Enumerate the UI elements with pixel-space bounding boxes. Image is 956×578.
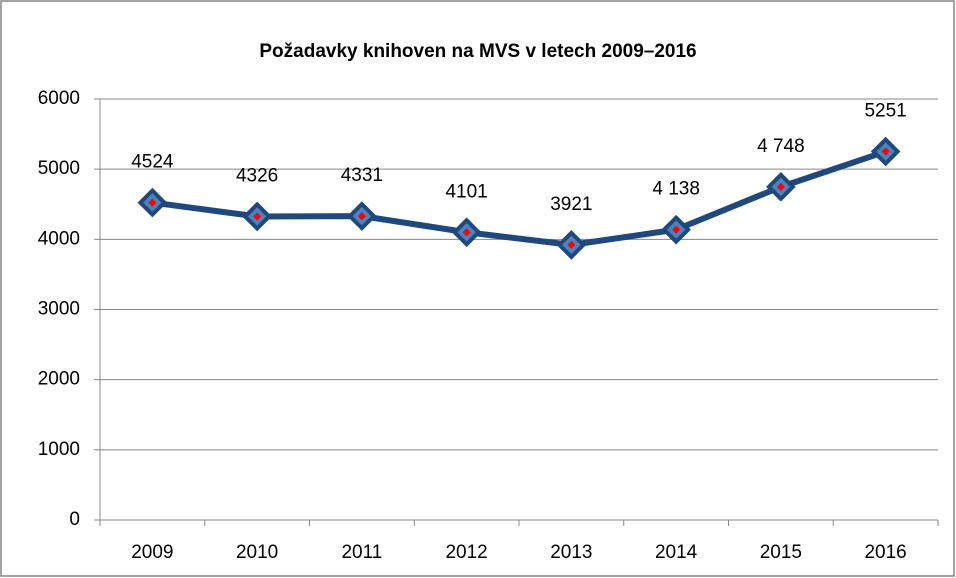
marker-inner <box>672 225 681 234</box>
x-tick-label: 2009 <box>131 542 173 563</box>
x-tick-label: 2015 <box>760 542 802 563</box>
marker <box>347 201 377 231</box>
y-tick-label: 5000 <box>38 158 80 179</box>
x-tick-label: 2016 <box>864 542 906 563</box>
x-tick-label: 2010 <box>236 542 278 563</box>
y-tick-label: 1000 <box>38 439 80 460</box>
marker-inner <box>881 147 890 156</box>
marker <box>137 187 168 218</box>
marker-inner <box>776 182 785 191</box>
x-tick-label: 2011 <box>341 542 382 563</box>
marker <box>661 214 691 245</box>
marker <box>870 136 901 167</box>
x-tick-label: 2012 <box>445 542 487 563</box>
data-label: 4101 <box>445 181 487 202</box>
x-tick-label: 2014 <box>655 542 698 563</box>
data-label: 4331 <box>341 165 383 186</box>
marker <box>242 201 272 232</box>
chart-title: Požadavky knihoven na MVS v letech 2009–… <box>259 41 696 62</box>
marker-inner <box>567 240 576 249</box>
marker <box>451 217 482 248</box>
y-tick-label: 0 <box>69 509 80 530</box>
y-tick-label: 2000 <box>38 369 80 390</box>
marker <box>556 230 587 260</box>
marker-inner <box>462 228 471 237</box>
data-label: 3921 <box>550 194 592 215</box>
y-tick-label: 3000 <box>38 299 80 320</box>
x-tick-label: 2013 <box>550 542 592 563</box>
y-tick-label: 6000 <box>38 88 80 109</box>
data-label: 4326 <box>236 165 278 186</box>
marker-inner <box>357 212 366 221</box>
y-tick-label: 4000 <box>38 228 80 249</box>
line <box>151 148 887 248</box>
marker <box>766 172 796 202</box>
marker-inner <box>253 212 262 221</box>
data-label: 4524 <box>131 152 174 173</box>
data-label: 4 138 <box>652 179 700 200</box>
data-label: 4 748 <box>757 136 805 157</box>
marker-inner <box>148 198 157 207</box>
data-label: 5251 <box>864 101 906 122</box>
